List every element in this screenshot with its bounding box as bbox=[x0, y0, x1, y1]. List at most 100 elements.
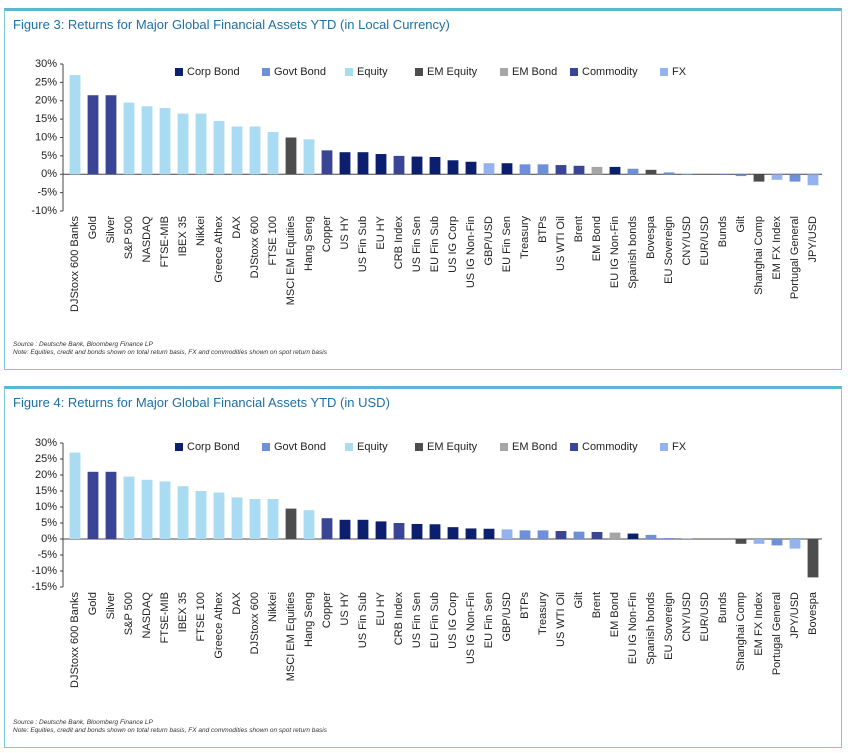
note: Note: Equities, credit and bonds shown o… bbox=[13, 349, 327, 356]
bar bbox=[537, 530, 549, 539]
bar bbox=[105, 471, 117, 539]
legend-swatch bbox=[570, 68, 578, 76]
x-tick-label: Spanish bonds bbox=[645, 592, 657, 665]
x-tick-label: IBEX 35 bbox=[177, 592, 189, 632]
x-tick-label: US IG Non-Fin bbox=[465, 216, 477, 288]
x-tick-label: Nikkei bbox=[267, 592, 279, 622]
y-tick-label: -10% bbox=[31, 565, 57, 577]
bar bbox=[501, 529, 513, 539]
x-tick-label: Hang Seng bbox=[303, 216, 315, 271]
bar bbox=[375, 521, 387, 539]
bar bbox=[789, 539, 801, 549]
bar bbox=[753, 539, 765, 544]
legend-label: Govt Bond bbox=[274, 441, 326, 453]
x-tick-label: Portugal General bbox=[771, 592, 783, 675]
bar bbox=[771, 539, 783, 546]
x-tick-label: Brent bbox=[573, 216, 585, 242]
x-tick-label: Greece Athex bbox=[213, 592, 225, 659]
bar bbox=[555, 531, 567, 539]
x-tick-label: BTPs bbox=[537, 216, 549, 243]
x-tick-label: US WTI Oil bbox=[555, 216, 567, 271]
x-tick-label: EU HY bbox=[375, 591, 387, 625]
legend-swatch bbox=[345, 68, 353, 76]
x-tick-label: Treasury bbox=[519, 216, 531, 259]
y-tick-label: 15% bbox=[35, 485, 57, 497]
bar bbox=[213, 492, 225, 539]
x-tick-label: BTPs bbox=[519, 592, 531, 619]
bar bbox=[393, 155, 405, 175]
x-tick-label: Bunds bbox=[717, 216, 729, 248]
x-tick-label: FTSE-MIB bbox=[159, 592, 171, 643]
bar bbox=[429, 156, 441, 175]
bar bbox=[411, 523, 423, 539]
legend-swatch bbox=[500, 443, 508, 451]
x-tick-label: US IG Non-Fin bbox=[465, 592, 477, 664]
panel: Figure 3: Returns for Major Global Finan… bbox=[4, 8, 842, 370]
x-tick-label: EUR/USD bbox=[699, 592, 711, 642]
x-tick-label: EM FX Index bbox=[753, 592, 765, 656]
chart-title: Figure 4: Returns for Major Global Finan… bbox=[13, 395, 390, 410]
y-tick-label: 20% bbox=[35, 95, 57, 107]
x-tick-label: DJStoxx 600 Banks bbox=[69, 592, 81, 688]
bar bbox=[465, 528, 477, 539]
source: Source : Deutsche Bank, Bloomberg Financ… bbox=[13, 719, 153, 726]
legend-label: EM Bond bbox=[512, 66, 557, 78]
x-tick-label: US HY bbox=[339, 215, 351, 249]
bar bbox=[591, 166, 603, 175]
bar bbox=[141, 106, 153, 175]
panel: Figure 4: Returns for Major Global Finan… bbox=[4, 386, 842, 748]
bar bbox=[609, 166, 621, 175]
x-tick-label: Spanish bonds bbox=[627, 216, 639, 289]
legend-swatch bbox=[262, 443, 270, 451]
x-tick-label: EU Fin Sen bbox=[501, 216, 513, 272]
bar bbox=[573, 165, 585, 175]
y-tick-label: 25% bbox=[35, 76, 57, 88]
x-tick-label: GBP/USD bbox=[483, 216, 495, 266]
x-tick-label: Brent bbox=[591, 592, 603, 618]
bar bbox=[735, 539, 747, 544]
x-tick-label: MSCI EM Equities bbox=[285, 592, 297, 682]
bar bbox=[501, 163, 513, 175]
bar bbox=[141, 479, 153, 539]
bar bbox=[591, 531, 603, 539]
x-tick-label: MSCI EM Equities bbox=[285, 216, 297, 306]
source: Source : Deutsche Bank, Bloomberg Financ… bbox=[13, 341, 153, 348]
x-tick-label: Treasury bbox=[537, 592, 549, 635]
x-tick-label: DAX bbox=[231, 215, 243, 238]
x-tick-label: Bovespa bbox=[807, 591, 819, 635]
bar bbox=[681, 173, 693, 175]
x-tick-label: FTSE 100 bbox=[267, 216, 279, 266]
y-tick-label: 10% bbox=[35, 131, 57, 143]
bar bbox=[285, 508, 297, 539]
x-tick-label: EU Fin Sub bbox=[429, 216, 441, 272]
x-tick-label: NASDAQ bbox=[141, 216, 153, 263]
y-tick-label: 5% bbox=[41, 517, 57, 529]
legend-label: EM Bond bbox=[512, 441, 557, 453]
x-tick-label: JPY/USD bbox=[789, 592, 801, 639]
x-tick-label: NASDAQ bbox=[141, 592, 153, 639]
x-tick-label: IBEX 35 bbox=[177, 216, 189, 256]
chart-title: Figure 3: Returns for Major Global Finan… bbox=[13, 17, 450, 32]
bar bbox=[87, 95, 99, 175]
y-tick-label: 0% bbox=[41, 168, 57, 180]
bar bbox=[447, 527, 459, 539]
y-tick-label: 25% bbox=[35, 453, 57, 465]
y-tick-label: 15% bbox=[35, 113, 57, 125]
x-tick-label: Copper bbox=[321, 216, 333, 252]
x-tick-label: DJStoxx 600 bbox=[249, 216, 261, 278]
y-tick-label: -10% bbox=[31, 205, 57, 217]
bar bbox=[339, 152, 351, 175]
legend-label: FX bbox=[672, 66, 687, 78]
legend-swatch bbox=[345, 443, 353, 451]
x-tick-label: US HY bbox=[339, 591, 351, 625]
x-tick-label: Gold bbox=[87, 592, 99, 615]
legend-label: Commodity bbox=[582, 66, 638, 78]
bar bbox=[303, 510, 315, 539]
bar bbox=[663, 172, 675, 175]
legend-swatch bbox=[262, 68, 270, 76]
bar bbox=[357, 152, 369, 175]
bar bbox=[339, 519, 351, 539]
bar bbox=[807, 174, 819, 186]
legend-label: Equity bbox=[357, 441, 388, 453]
bar bbox=[87, 471, 99, 539]
